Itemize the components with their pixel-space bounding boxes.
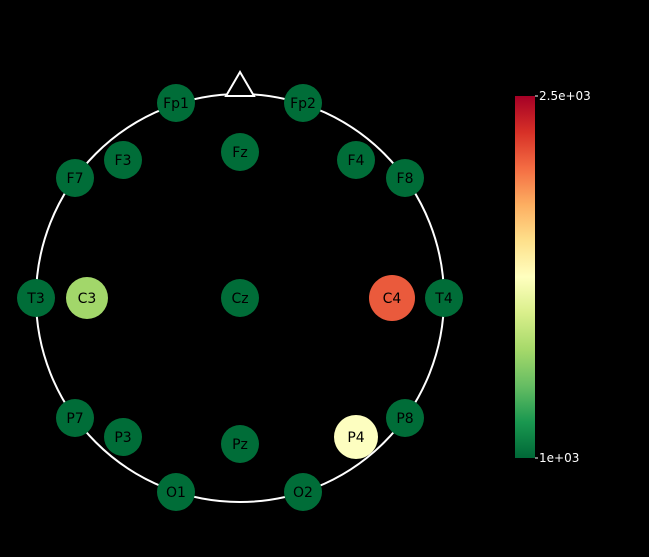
electrode-o2: O2 <box>284 473 322 511</box>
electrode-t4: T4 <box>425 279 463 317</box>
electrode-dot <box>425 279 463 317</box>
electrode-p4: P4 <box>334 415 378 459</box>
electrode-f3: F3 <box>104 141 142 179</box>
electrode-label: C4 <box>383 291 402 307</box>
electrode-label: Pz <box>232 437 248 453</box>
electrode-dot <box>221 425 259 463</box>
electrode-dot <box>221 133 259 171</box>
electrode-dot <box>386 399 424 437</box>
electrode-label: O2 <box>293 485 313 501</box>
electrode-o1: O1 <box>157 473 195 511</box>
electrode-label: F3 <box>115 153 132 169</box>
nose-icon <box>224 70 256 97</box>
electrode-dot <box>17 279 55 317</box>
electrode-label: Fp2 <box>290 96 316 112</box>
electrode-label: T4 <box>434 291 453 307</box>
electrode-dot <box>56 399 94 437</box>
electrode-label: P7 <box>66 411 83 427</box>
electrode-label: Cz <box>231 291 248 307</box>
electrode-pz: Pz <box>221 425 259 463</box>
electrodes: Fp1 Fp2 F7 F3 Fz F4 F8 T3 C3 Cz C4 T4 P7 P3 Pz P4 P8 O1 O2 <box>17 84 463 511</box>
colorbar: 2.5e+03 1e+03 <box>515 89 591 465</box>
electrode-dot <box>386 159 424 197</box>
electrode-f8: F8 <box>386 159 424 197</box>
electrode-dot <box>157 473 195 511</box>
electrode-c3: C3 <box>66 277 108 319</box>
electrode-p8: P8 <box>386 399 424 437</box>
electrode-dot <box>337 141 375 179</box>
electrode-label: T3 <box>26 291 44 307</box>
electrode-label: Fz <box>232 145 247 161</box>
electrode-dot <box>284 473 322 511</box>
electrode-label: P4 <box>347 430 364 446</box>
electrode-dot <box>104 141 142 179</box>
electrode-dot <box>369 275 415 321</box>
electrode-dot <box>221 279 259 317</box>
electrode-label: F4 <box>348 153 365 169</box>
electrode-label: F8 <box>397 171 414 187</box>
electrode-dot <box>334 415 378 459</box>
colorbar-min-label: 1e+03 <box>539 451 579 465</box>
colorbar-gradient <box>515 96 535 458</box>
electrode-fp2: Fp2 <box>284 84 322 122</box>
electrode-dot <box>66 277 108 319</box>
electrode-label: C3 <box>78 291 97 307</box>
electrode-label: Fp1 <box>163 96 189 112</box>
electrode-dot <box>56 159 94 197</box>
electrode-label: O1 <box>166 485 186 501</box>
electrode-label: F7 <box>67 171 84 187</box>
electrode-cz: Cz <box>221 279 259 317</box>
electrode-t3: T3 <box>17 279 55 317</box>
electrode-p3: P3 <box>104 418 142 456</box>
electrode-dot <box>157 84 195 122</box>
electrode-c4: C4 <box>369 275 415 321</box>
electrode-fp1: Fp1 <box>157 84 195 122</box>
electrode-fz: Fz <box>221 133 259 171</box>
electrode-dot <box>104 418 142 456</box>
colorbar-max-label: 2.5e+03 <box>539 89 591 103</box>
electrode-f7: F7 <box>56 159 94 197</box>
electrode-dot <box>284 84 322 122</box>
electrode-f4: F4 <box>337 141 375 179</box>
electrode-p7: P7 <box>56 399 94 437</box>
electrode-label: P3 <box>114 430 131 446</box>
electrode-label: P8 <box>396 411 413 427</box>
